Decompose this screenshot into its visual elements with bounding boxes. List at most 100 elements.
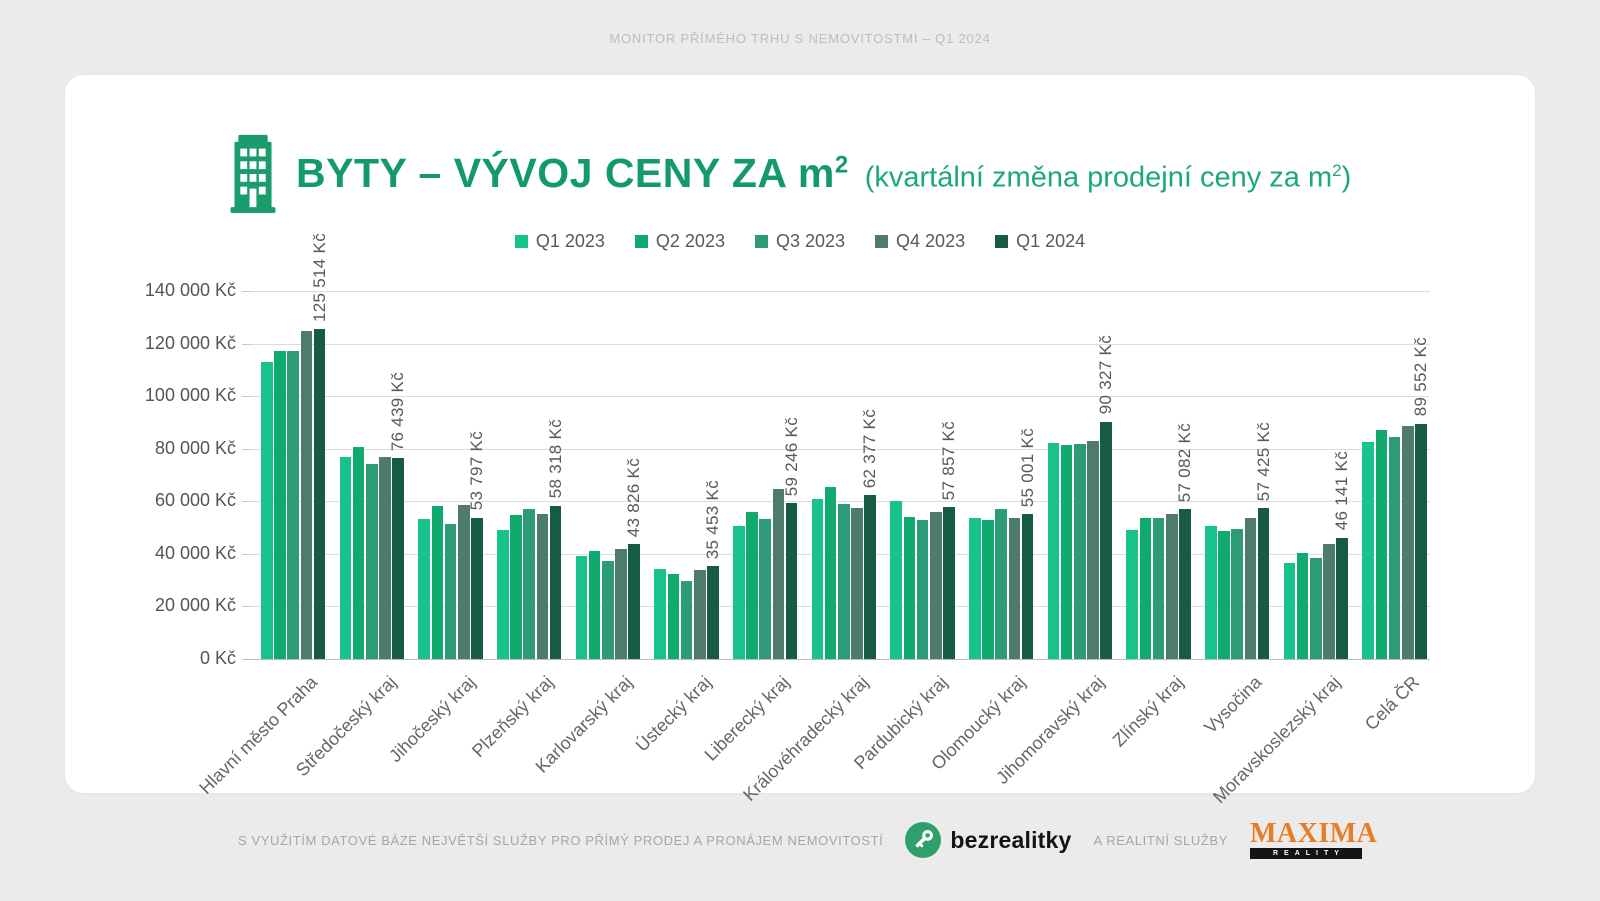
bar-q1-2024 xyxy=(392,458,405,659)
bar-value-label: 55 001 Kč xyxy=(1017,428,1037,508)
bar-q1-2024 xyxy=(1100,421,1113,659)
bar-q1-2023 xyxy=(654,568,666,659)
bar-q1-2024 xyxy=(628,543,641,659)
bar-q4-2023 xyxy=(851,507,863,659)
bar-q1-2024 xyxy=(1179,508,1191,659)
bar-value-label: 89 552 Kč xyxy=(1410,337,1430,417)
report-header: MONITOR PŘÍMÉHO TRHU S NEMOVITOSTMI – Q1… xyxy=(609,31,991,46)
bar-q3-2023 xyxy=(1231,528,1243,659)
bar-q3-2023 xyxy=(602,561,614,659)
bar-q2-2023 xyxy=(746,511,758,659)
bar-q4-2023 xyxy=(1008,517,1021,659)
bar-q2-2023 xyxy=(510,515,522,659)
bezrealitky-wordmark: bezrealitky xyxy=(950,826,1072,853)
bar-value-label: 125 514 Kč xyxy=(309,233,329,323)
bar-q4-2023 xyxy=(772,489,785,659)
bar-q1-2023 xyxy=(969,517,981,659)
bar-q2-2023 xyxy=(982,520,994,659)
bar-q4-2023 xyxy=(615,548,627,659)
bar-q2-2023 xyxy=(588,550,601,659)
bar-q3-2023 xyxy=(366,463,378,659)
bar-q3-2023 xyxy=(1388,437,1401,659)
bar-q4-2023 xyxy=(1401,426,1414,659)
legend-item: Q1 2024 xyxy=(995,231,1085,252)
legend-swatch xyxy=(754,235,768,248)
bar-q1-2024 xyxy=(313,329,326,659)
legend-label: Q1 2024 xyxy=(1016,231,1086,251)
bar-q1-2023 xyxy=(1362,442,1374,659)
bar-q1-2024 xyxy=(864,495,877,659)
bar-q1-2024 xyxy=(707,565,719,659)
footer: S VYUŽITÍM DATOVÉ BÁZE NEJVĚTŠÍ SLUŽBY P… xyxy=(0,816,1600,864)
bar-q4-2023 xyxy=(929,512,942,659)
bar-q1-2023 xyxy=(339,457,352,659)
legend-swatch xyxy=(634,235,648,248)
bar-q4-2023 xyxy=(300,331,313,659)
gridline xyxy=(250,501,1430,503)
y-axis-tick xyxy=(242,448,250,450)
bar-q4-2023 xyxy=(1165,514,1178,659)
building-icon xyxy=(224,132,282,214)
maxima-reality-bar: REALITY xyxy=(1249,848,1362,859)
bar-q1-2023 xyxy=(1047,443,1060,659)
bar-q4-2023 xyxy=(1323,543,1335,659)
bar-q1-2023 xyxy=(418,518,430,659)
legend-item: Q2 2023 xyxy=(634,231,725,252)
y-axis-label: 60 000 Kč xyxy=(154,490,236,511)
y-axis-label: 100 000 Kč xyxy=(144,385,236,406)
legend-item: Q1 2023 xyxy=(514,231,605,252)
bar-q4-2023 xyxy=(693,570,706,659)
bar-q2-2023 xyxy=(1375,429,1388,659)
bar-q3-2023 xyxy=(523,509,535,659)
bar-q1-2023 xyxy=(890,500,902,659)
bar-q3-2023 xyxy=(444,523,457,659)
bar-q1-2023 xyxy=(1283,562,1296,659)
bar-q4-2023 xyxy=(1244,517,1257,659)
y-axis-label: 120 000 Kč xyxy=(144,332,236,353)
bar-q3-2023 xyxy=(287,351,299,659)
bar-q2-2023 xyxy=(667,573,680,659)
bar-value-label: 90 327 Kč xyxy=(1096,335,1116,415)
bar-q1-2023 xyxy=(733,525,745,659)
bar-q2-2023 xyxy=(352,446,365,659)
bar-q2-2023 xyxy=(1060,445,1073,659)
plot-area: 0 Kč 20 000 Kč 40 000 Kč 60 000 Kč 80 000 Kč… xyxy=(145,233,1430,807)
legend-label: Q3 2023 xyxy=(775,231,846,251)
bar-q3-2023 xyxy=(1074,443,1086,659)
bar-q1-2024 xyxy=(1415,423,1427,659)
gridline xyxy=(250,291,1430,292)
chart-legend: Q1 2023 Q2 2023 Q3 2023 Q4 2023 Q1 2024 xyxy=(0,231,1600,252)
chart-title: BYTY – VÝVOJ CENY ZA m2 xyxy=(296,150,849,196)
bar-q2-2023 xyxy=(1218,530,1230,659)
y-axis-tick xyxy=(242,553,250,555)
y-axis-label: 40 000 Kč xyxy=(154,542,236,563)
y-axis-label: 20 000 Kč xyxy=(154,595,236,616)
bezrealitky-icon xyxy=(905,822,942,858)
subtitle-superscript: 2 xyxy=(1332,161,1342,181)
bar-q1-2024 xyxy=(549,505,562,659)
bar-q4-2023 xyxy=(457,505,470,659)
y-axis-tick xyxy=(242,343,250,345)
bar-q2-2023 xyxy=(1139,517,1152,659)
title-superscript: 2 xyxy=(834,151,849,179)
bar-q1-2024 xyxy=(785,503,798,659)
bar-q3-2023 xyxy=(759,518,771,659)
bar-q2-2023 xyxy=(824,486,837,659)
maxima-wordmark: MAXIMA xyxy=(1249,818,1378,849)
bar-value-label: 46 141 Kč xyxy=(1332,451,1352,531)
bar-q2-2023 xyxy=(431,506,444,659)
bar-q1-2023 xyxy=(497,529,509,659)
bar-value-label: 57 425 Kč xyxy=(1253,421,1273,502)
bar-q3-2023 xyxy=(1310,557,1322,659)
bar-q1-2024 xyxy=(943,506,955,659)
bar-q4-2023 xyxy=(536,513,549,659)
legend-swatch xyxy=(514,235,528,248)
bar-value-label: 62 377 Kč xyxy=(860,408,880,489)
bar-q3-2023 xyxy=(1152,518,1165,659)
bezrealitky-logo: bezrealitky xyxy=(905,822,1071,858)
bar-value-label: 59 246 Kč xyxy=(781,417,801,497)
chart-title-row: BYTY – VÝVOJ CENY ZA m2 (kvartální změna… xyxy=(296,150,1351,197)
y-axis-label: 0 Kč xyxy=(199,648,236,668)
bar-q3-2023 xyxy=(916,520,929,659)
